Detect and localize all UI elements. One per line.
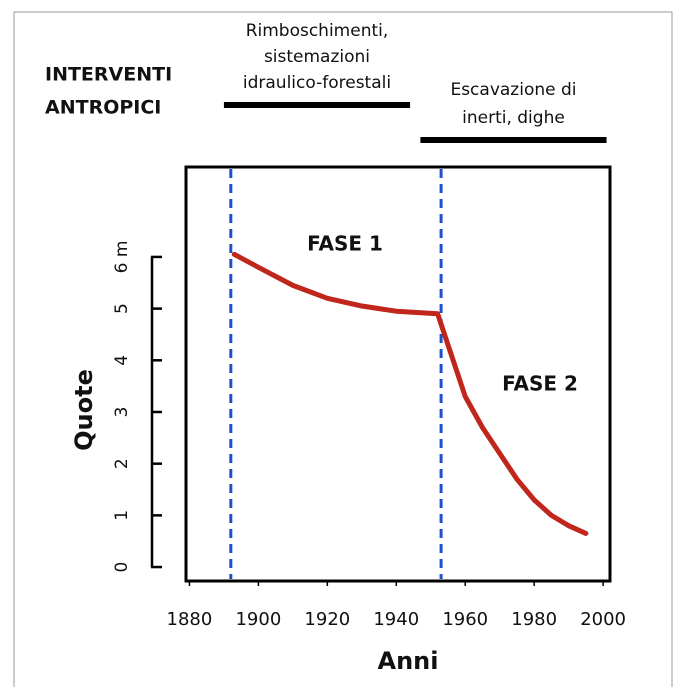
plot-box [184, 165, 612, 583]
period-label: Rimboschimenti, [246, 21, 389, 41]
y-tick-label: 2 [112, 458, 132, 469]
annotation: FASE 1 [307, 232, 383, 256]
period-label: inerti, dighe [462, 108, 565, 128]
x-tick-label: 1920 [304, 609, 350, 630]
y-axis-label: Quote [70, 369, 98, 451]
header-line: ANTROPICI [45, 97, 161, 119]
x-tick-label: 1960 [442, 609, 488, 630]
x-tick-label: 1980 [511, 609, 557, 630]
y-tick-label: 3 [112, 407, 132, 418]
x-axis-label: Anni [378, 647, 439, 675]
period-label: Escavazione di [450, 80, 576, 100]
period-label: idraulico-forestali [243, 73, 391, 93]
y-tick-label: 0 [112, 562, 132, 573]
frame [13, 11, 673, 687]
x-tick-label: 1940 [373, 609, 419, 630]
period-label: sistemazioni [264, 47, 370, 67]
x-tick-label: 1900 [235, 609, 281, 630]
y-tick-label: 1 [112, 510, 132, 521]
header-line: INTERVENTI [45, 64, 172, 86]
y-tick-label: 6 m [112, 241, 132, 274]
x-tick-label: 2000 [580, 609, 626, 630]
x-tick-label: 1880 [167, 609, 213, 630]
y-tick-label: 5 [112, 303, 132, 314]
y-tick-label: 4 [112, 355, 132, 366]
data-line [231, 251, 589, 536]
annotation: FASE 2 [502, 372, 578, 396]
